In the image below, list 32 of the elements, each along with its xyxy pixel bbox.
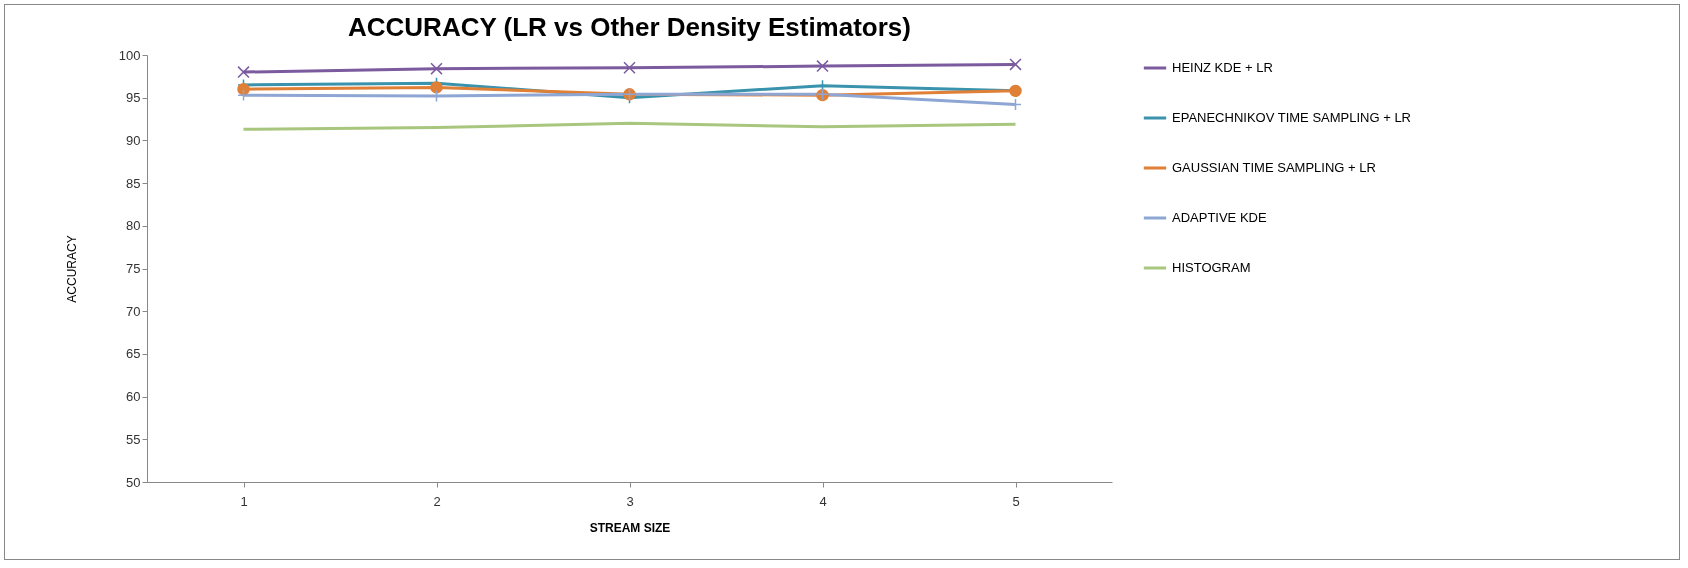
point [816, 59, 829, 73]
point [430, 81, 443, 94]
x-axis-title: STREAM SIZE [589, 520, 671, 535]
point [623, 61, 636, 75]
point [1009, 98, 1022, 111]
y-tick-label: 85 [126, 175, 141, 191]
legend-label: ADAPTIVE KDE [1172, 210, 1267, 225]
point [237, 65, 250, 79]
x-tick-label: 5 [1012, 493, 1020, 509]
y-tick-label: 70 [126, 303, 141, 319]
y-tick-label: 90 [126, 132, 141, 148]
x-tick-label: 1 [240, 493, 248, 509]
x-tick-label: 3 [626, 493, 634, 509]
y-tick-label: 95 [126, 90, 141, 106]
point [237, 82, 250, 96]
y-tick-label: 80 [126, 218, 141, 234]
y-tick-label: 60 [126, 389, 141, 405]
y-tick-label: 55 [126, 431, 141, 447]
y-tick-label: 75 [126, 261, 141, 276]
x-tick-label: 2 [433, 493, 441, 509]
legend-label: GAUSSIAN TIME SAMPLING + LR [1172, 160, 1376, 175]
point [430, 62, 443, 75]
y-tick-label: 50 [126, 474, 141, 490]
point [1009, 58, 1022, 71]
legend-label: HEINZ KDE + LR [1172, 60, 1273, 75]
y-tick-label: 65 [126, 346, 141, 362]
y-tick-label: 100 [118, 47, 141, 63]
y-axis-title: ACCURACY [64, 235, 79, 303]
legend-label: HISTOGRAM [1172, 260, 1251, 275]
x-tick-label: 4 [819, 493, 827, 509]
chart-title: ACCURACY (LR vs Other Density Estimators) [348, 12, 911, 42]
legend-label: EPANECHNIKOV TIME SAMPLING + LR [1172, 110, 1411, 125]
